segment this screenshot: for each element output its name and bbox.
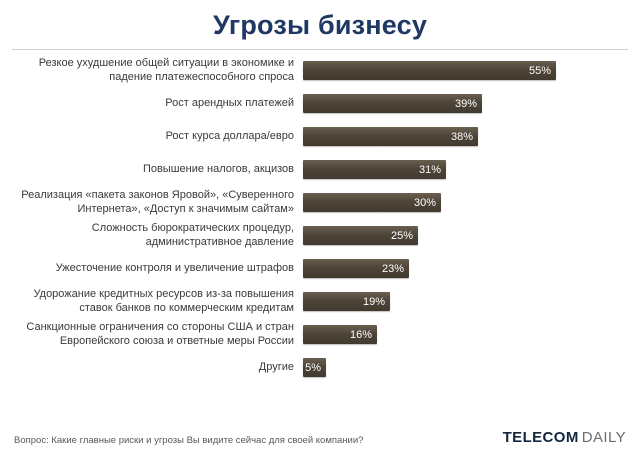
bar-track: 55% — [303, 61, 620, 80]
chart-row: Ужесточение контроля и увеличение штрафо… — [10, 252, 620, 285]
bar: 5% — [303, 358, 326, 377]
bar-track: 38% — [303, 127, 620, 146]
category-label: Санкционные ограничения со стороны США и… — [26, 320, 294, 347]
bar: 25% — [303, 226, 418, 245]
bar-track: 23% — [303, 259, 620, 278]
bar: 31% — [303, 160, 446, 179]
chart-row: Рост арендных платежей 39% — [10, 87, 620, 120]
value-label: 23% — [381, 262, 404, 275]
chart-row: Сложность бюрократических процедур, адми… — [10, 219, 620, 252]
category-label: Другие — [258, 360, 294, 373]
survey-question-footnote: Вопрос: Какие главные риски и угрозы Вы … — [14, 435, 364, 446]
bar-track: 5% — [303, 358, 620, 377]
logo-telecom-text: TELECOM — [502, 429, 579, 446]
value-label: 31% — [418, 163, 441, 176]
bar-track: 31% — [303, 160, 620, 179]
chart-row: Санкционные ограничения со стороны США и… — [10, 318, 620, 351]
bar-track: 25% — [303, 226, 620, 245]
telecom-daily-logo: TELECOM DAILY — [503, 429, 626, 446]
value-label: 38% — [450, 130, 473, 143]
chart-row: Рост курса доллара/евро 38% — [10, 120, 620, 153]
bar: 30% — [303, 193, 441, 212]
bar-track: 39% — [303, 94, 620, 113]
value-label: 19% — [362, 295, 385, 308]
category-label: Повышение налогов, акцизов — [142, 162, 294, 175]
value-label: 16% — [349, 328, 372, 341]
chart-row: Другие 5% — [10, 351, 620, 384]
chart-row: Удорожание кредитных ресурсов из-за повы… — [10, 285, 620, 318]
category-label: Резкое ухудшение общей ситуации в эконом… — [38, 56, 294, 83]
value-label: 25% — [390, 229, 413, 242]
chart-row: Повышение налогов, акцизов 31% — [10, 153, 620, 186]
bar: 19% — [303, 292, 390, 311]
bar: 38% — [303, 127, 478, 146]
page-title: Угрозы бизнесу — [212, 10, 428, 40]
category-label: Рост курса доллара/евро — [165, 129, 294, 142]
bar-track: 19% — [303, 292, 620, 311]
footer: Вопрос: Какие главные риски и угрозы Вы … — [14, 429, 626, 446]
category-label: Реализация «пакета законов Яровой», «Сув… — [21, 188, 294, 215]
chart-row: Резкое ухудшение общей ситуации в эконом… — [10, 54, 620, 87]
value-label: 5% — [305, 361, 321, 374]
value-label: 55% — [528, 64, 551, 77]
chart-row: Реализация «пакета законов Яровой», «Сув… — [10, 186, 620, 219]
bar-track: 16% — [303, 325, 620, 344]
bar: 55% — [303, 61, 556, 80]
value-label: 39% — [454, 97, 477, 110]
category-label: Рост арендных платежей — [165, 96, 294, 109]
category-label: Удорожание кредитных ресурсов из-за повы… — [33, 287, 294, 314]
bar: 39% — [303, 94, 482, 113]
value-label: 30% — [413, 196, 436, 209]
bar: 23% — [303, 259, 409, 278]
title-divider — [12, 49, 628, 50]
bar: 16% — [303, 325, 377, 344]
category-label: Сложность бюрократических процедур, адми… — [91, 221, 294, 248]
bar-chart: Резкое ухудшение общей ситуации в эконом… — [10, 54, 620, 384]
category-label: Ужесточение контроля и увеличение штрафо… — [55, 261, 294, 274]
bar-track: 30% — [303, 193, 620, 212]
logo-daily-text: DAILY — [581, 429, 626, 446]
